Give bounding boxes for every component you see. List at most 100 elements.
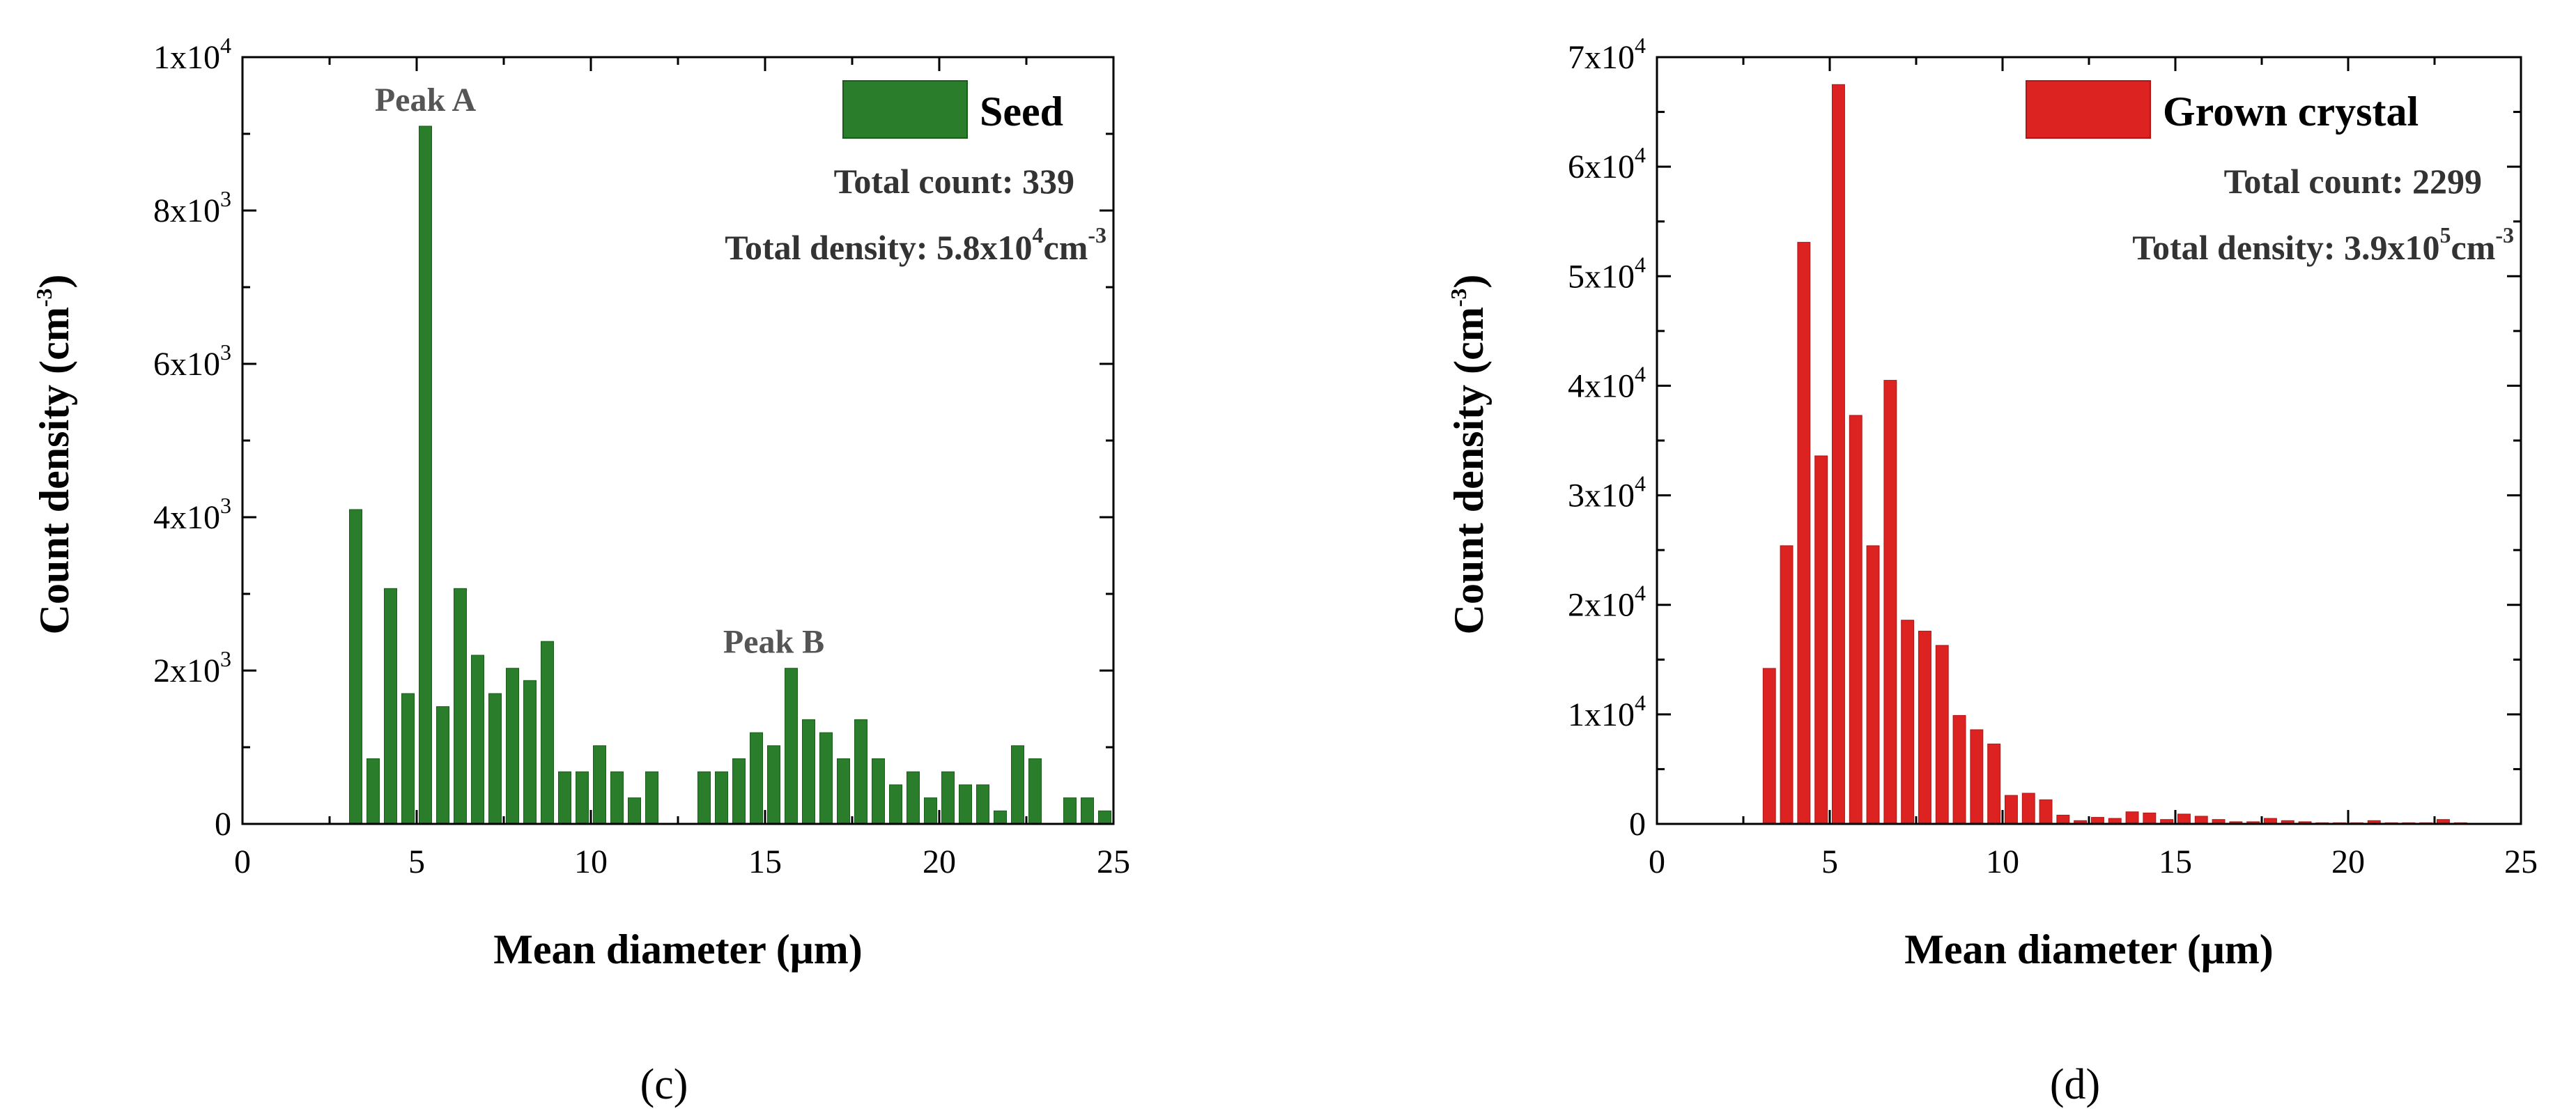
bar [367, 758, 380, 825]
panel-d-legend-swatch [2026, 80, 2151, 139]
bar [2056, 814, 2070, 825]
panel-c-bars [349, 125, 1111, 825]
bar [523, 680, 537, 825]
y-tick-label: 0 [1629, 806, 1646, 843]
panel-d-total-density: Total density: 3.9x105cm-3 [2132, 222, 2514, 267]
x-tick-label: 20 [923, 843, 956, 880]
y-tick-label: 6x104 [1568, 142, 1646, 185]
panel-d-total-count: Total count: 2299 [2224, 162, 2482, 201]
bar [1935, 645, 1949, 825]
bar [2194, 816, 2208, 825]
bar [506, 668, 519, 825]
y-tick-label: 8x103 [153, 186, 231, 229]
y-tick-label: 4x104 [1568, 361, 1646, 404]
bar [941, 771, 955, 825]
x-tick-label: 5 [1821, 843, 1838, 880]
bar [819, 732, 833, 825]
panel-d-x-ticks: 0 5 10 15 20 25 [1649, 57, 2538, 880]
bar [628, 797, 641, 825]
bar [2021, 793, 2035, 825]
bar [645, 771, 658, 825]
bar [732, 758, 746, 825]
y-tick-label: 1x104 [1568, 690, 1646, 733]
panel-c-y-ticks: 0 2x103 4x103 6x103 8x103 1x104 [153, 33, 1113, 843]
x-tick-label: 10 [574, 843, 608, 880]
bar [2177, 813, 2191, 825]
panel-d-bars [1762, 84, 2467, 825]
bar [872, 758, 885, 825]
bar [454, 588, 467, 825]
panel-d-legend-label: Grown crystal [2163, 89, 2419, 135]
bar [1780, 545, 1794, 825]
bar [576, 771, 589, 825]
bar [1028, 758, 1042, 825]
y-tick-label: 0 [215, 806, 231, 843]
bar [715, 771, 728, 825]
panel-d-x-axis-label: Mean diameter (μm) [1904, 926, 2273, 972]
panel-c-y-axis-label: Count density (cm-3) [31, 275, 77, 635]
x-tick-label: 10 [1986, 843, 2019, 880]
bar [2039, 799, 2053, 825]
panel-c-legend-label: Seed [980, 89, 1063, 135]
panel-d-y-ticks: 0 1x104 2x104 3x104 4x104 5x104 6x104 7x104 [1568, 33, 2521, 843]
bar [1918, 630, 1931, 825]
bar [471, 655, 484, 825]
bar [924, 797, 937, 825]
bar [1797, 242, 1811, 825]
bar [1883, 380, 1897, 825]
bar [1901, 620, 1915, 825]
panel-c-x-axis-label: Mean diameter (μm) [493, 926, 862, 972]
bar [1866, 545, 1880, 825]
bar [1081, 797, 1094, 825]
panel-c-x-ticks: 0 5 10 15 20 25 [234, 57, 1130, 880]
panel-c-legend-swatch [842, 80, 968, 139]
bar [976, 784, 989, 825]
bar [1762, 668, 1776, 825]
bar [1832, 84, 1845, 825]
panel-c-annotations: Peak A Peak B [375, 82, 824, 661]
bar [1814, 455, 1828, 825]
panel-c-caption: (c) [640, 1061, 688, 1108]
panel-d-y-axis-label: Count density (cm-3) [1446, 275, 1492, 635]
y-tick-label: 5x104 [1568, 252, 1646, 295]
bar [1970, 729, 1984, 825]
bar [837, 758, 850, 825]
bar [697, 771, 711, 825]
y-tick-label: 2x103 [153, 646, 231, 689]
bar [1063, 797, 1077, 825]
bar [1011, 745, 1024, 825]
peak-annotation: Peak B [723, 624, 824, 661]
panel-d-caption: (d) [2050, 1061, 2100, 1108]
bar [1952, 714, 1966, 825]
bar [750, 732, 763, 825]
bar [1098, 810, 1111, 825]
x-tick-label: 25 [2504, 843, 2538, 880]
x-tick-label: 15 [2159, 843, 2192, 880]
x-tick-label: 25 [1097, 843, 1130, 880]
bar [610, 771, 624, 825]
peak-annotation: Peak A [375, 82, 477, 118]
bar [541, 641, 554, 825]
bar [994, 810, 1007, 825]
bar [419, 125, 432, 825]
x-tick-label: 15 [748, 843, 782, 880]
x-tick-label: 0 [1649, 843, 1665, 880]
bar [2143, 812, 2157, 825]
bar [1987, 743, 2001, 825]
bar [436, 706, 449, 825]
y-tick-label: 4x103 [153, 493, 231, 536]
panel-d-chart: 0 1x104 2x104 3x104 4x104 5x104 6x104 7x104 0 5 1… [1446, 33, 2538, 1108]
bar [384, 588, 397, 825]
bar [907, 771, 920, 825]
bar [889, 784, 902, 825]
bar [488, 693, 502, 825]
y-tick-label: 2x104 [1568, 581, 1646, 624]
x-tick-label: 5 [408, 843, 425, 880]
bar [767, 745, 780, 825]
bar [349, 509, 362, 825]
bar [785, 668, 798, 825]
y-tick-label: 3x104 [1568, 471, 1646, 514]
panel-c-total-count: Total count: 339 [834, 162, 1074, 201]
